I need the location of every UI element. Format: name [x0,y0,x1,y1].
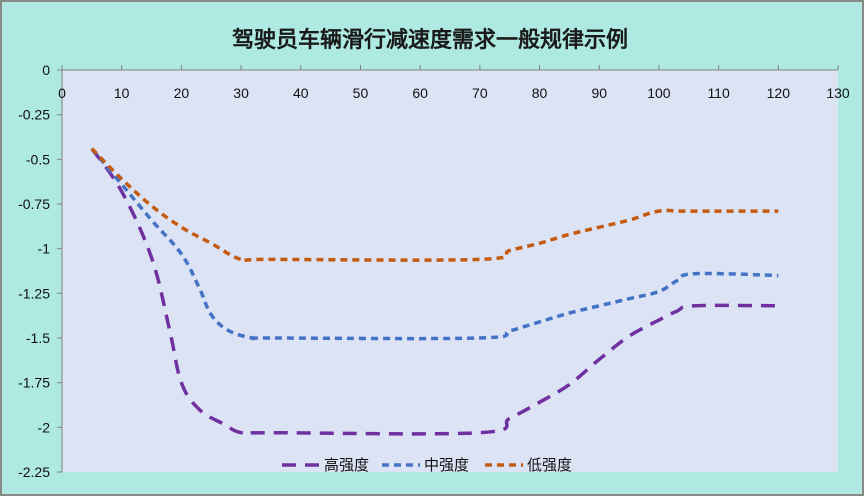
y-tick-label: -0.75 [18,196,50,212]
y-tick-label: -0.25 [18,107,50,123]
y-tick-label: -1 [38,241,51,257]
x-tick-label: 50 [353,85,369,101]
y-tick-label: -0.5 [26,151,50,167]
x-tick-label: 80 [532,85,548,101]
plot-area [62,70,838,472]
series-line-3 [90,147,779,263]
x-tick-label: 60 [412,85,428,101]
legend-label: 高强度 [324,457,369,474]
x-tick-label: 0 [58,85,66,101]
x-tick-label: 120 [767,85,791,101]
x-tick-label: 90 [591,85,607,101]
legend: 高强度 中强度 低强度 [282,457,572,474]
x-tick-label: 110 [707,85,730,101]
x-tick-label: 100 [647,85,671,101]
y-tick-label: -2.25 [18,464,50,480]
y-tick-label: -1.75 [18,375,50,391]
y-tick-label: -2 [38,419,51,435]
x-tick-label: 20 [174,85,190,101]
y-tick-label: 0 [42,62,50,78]
y-tick-label: -1.25 [18,285,50,301]
chart-title: 驾驶员车辆滑行减速度需求一般规律示例 [231,27,628,53]
x-tick-label: 30 [233,85,249,101]
y-tick-label: -1.5 [26,330,50,346]
series-layer [90,147,779,436]
x-tick-label: 40 [293,85,309,101]
axes: 0 10 20 30 40 50 60 70 80 90 100 110 120 130 0 -0.25 -0.… [18,62,850,480]
legend-label: 低强度 [527,457,572,474]
series-line-1 [90,147,779,436]
legend-label: 中强度 [424,457,469,474]
x-tick-label: 10 [114,85,130,101]
x-tick-label: 70 [472,85,488,101]
x-tick-label: 130 [826,85,850,101]
